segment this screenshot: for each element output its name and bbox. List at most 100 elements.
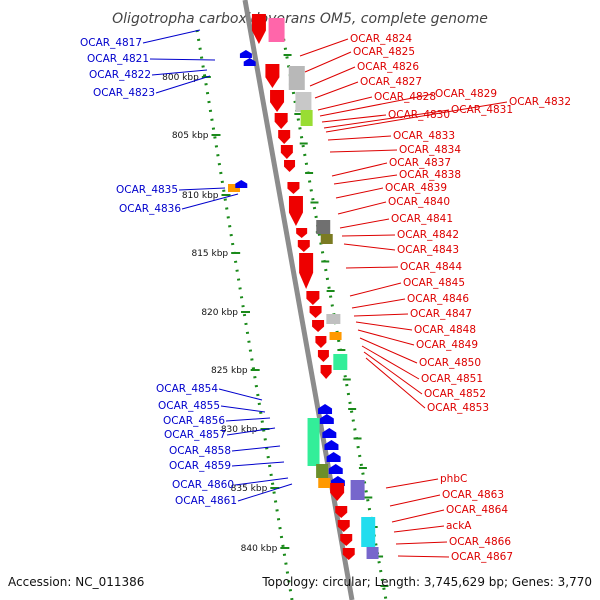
gene-arrow	[239, 50, 252, 58]
gene-arrow	[318, 404, 333, 414]
gene-label-plus: OCAR_4847	[410, 308, 472, 320]
gene-label-plus: phbC	[440, 473, 467, 485]
gene-label-plus: OCAR_4827	[360, 76, 422, 88]
gene-feature	[295, 92, 312, 112]
gene-label-minus: OCAR_4861	[175, 495, 237, 507]
gene-label-plus: OCAR_4837	[389, 157, 451, 169]
gene-feature	[300, 110, 313, 126]
label-leader	[319, 93, 434, 117]
label-leader	[331, 162, 388, 177]
gene-arrow	[299, 253, 314, 289]
gene-label-plus: OCAR_4838	[399, 169, 461, 181]
gene-label-plus: OCAR_4850	[419, 357, 481, 369]
label-leader	[314, 81, 359, 99]
scale-tick-label: 835 kbp	[231, 484, 268, 494]
label-leader	[149, 58, 216, 61]
gene-arrow	[320, 365, 332, 379]
accession-text: Accession: NC_011386	[8, 575, 144, 589]
label-leader	[309, 66, 356, 87]
label-leader	[327, 135, 392, 141]
gene-feature	[366, 547, 379, 559]
label-leader	[220, 405, 266, 413]
gene-label-plus: OCAR_4833	[393, 130, 455, 142]
label-leader	[355, 321, 413, 331]
label-leader	[365, 357, 426, 409]
scale-tick-label: 830 kbp	[221, 425, 258, 435]
label-leader	[151, 69, 208, 76]
gene-arrow	[243, 58, 256, 66]
gene-arrow	[324, 440, 339, 450]
gene-label-plus: OCAR_4834	[399, 144, 461, 156]
scale-tick-label: 810 kbp	[182, 191, 219, 201]
label-leader	[397, 555, 450, 558]
label-leader	[329, 149, 398, 153]
gene-label-plus: OCAR_4863	[442, 489, 504, 501]
gene-label-minus: OCAR_4860	[172, 479, 234, 491]
label-leader	[359, 337, 418, 364]
gene-labels: OCAR_4817 OCAR_4821 OCAR_4822 OCAR_4823 OCAR…	[80, 33, 571, 563]
gene-label-minus: OCAR_4859	[169, 460, 231, 472]
gene-label-plus: OCAR_4832	[509, 96, 571, 108]
label-leader	[323, 109, 450, 129]
gene-label-plus: OCAR_4843	[397, 244, 459, 256]
gene-features	[227, 14, 379, 560]
gene-label-plus: OCAR_4824	[350, 33, 412, 45]
label-leader	[321, 114, 387, 123]
gene-arrow	[270, 90, 285, 112]
gene-label-plus: OCAR_4846	[407, 293, 469, 305]
gene-feature	[307, 418, 320, 466]
gene-label-minus: OCAR_4856	[163, 415, 225, 427]
gene-arrow	[326, 452, 341, 462]
gene-label-minus: OCAR_4836	[119, 203, 181, 215]
gene-label-plus: OCAR_4849	[416, 339, 478, 351]
gene-arrow	[297, 240, 310, 252]
gene-feature	[326, 314, 341, 324]
label-leader	[391, 509, 445, 523]
label-leader	[333, 174, 398, 185]
gene-label-plus: OCAR_4852	[424, 388, 486, 400]
label-leader	[178, 187, 226, 191]
label-leader	[325, 101, 508, 133]
label-leader	[335, 187, 384, 199]
gene-label-minus: OCAR_4855	[158, 400, 220, 412]
gene-label-plus: OCAR_4866	[449, 536, 511, 548]
gene-label-plus: OCAR_4864	[446, 504, 508, 516]
gene-feature	[316, 464, 329, 478]
gene-arrow	[280, 145, 293, 159]
gene-label-minus: OCAR_4857	[164, 429, 226, 441]
scale-tick-label: 800 kbp	[162, 73, 199, 83]
scale-tick-label: 825 kbp	[211, 366, 248, 376]
gene-arrow	[278, 130, 291, 144]
label-leader	[142, 29, 201, 44]
gene-feature	[361, 517, 376, 547]
label-leader-lines	[142, 29, 508, 558]
gene-label-plus: OCAR_4844	[400, 261, 462, 273]
gene-arrow	[284, 160, 296, 172]
gene-feature	[318, 478, 331, 488]
gene-arrow	[251, 14, 266, 44]
scale-tick-label: 840 kbp	[241, 544, 278, 554]
label-leader	[225, 417, 271, 422]
gene-arrow	[330, 483, 345, 501]
label-leader	[226, 427, 276, 436]
gene-arrow	[319, 414, 334, 424]
gene-feature	[320, 234, 333, 244]
label-leader	[343, 243, 396, 251]
gene-arrow	[296, 228, 308, 238]
label-leader	[349, 282, 402, 297]
label-leader	[231, 445, 281, 452]
label-leader	[339, 218, 390, 229]
scale-tick-label: 815 kbp	[191, 249, 228, 259]
gene-label-minus: OCAR_4858	[169, 445, 231, 457]
gene-label-plus: OCAR_4845	[403, 277, 465, 289]
gene-arrow	[265, 64, 280, 88]
label-leader	[337, 201, 387, 215]
genome-backbone	[242, 0, 355, 600]
label-leader	[361, 345, 420, 380]
gene-label-plus: OCAR_4829	[435, 88, 497, 100]
gene-label-plus: OCAR_4826	[357, 61, 419, 73]
gene-arrow	[317, 350, 329, 362]
label-leader	[304, 51, 352, 73]
gene-label-plus: OCAR_4840	[388, 196, 450, 208]
